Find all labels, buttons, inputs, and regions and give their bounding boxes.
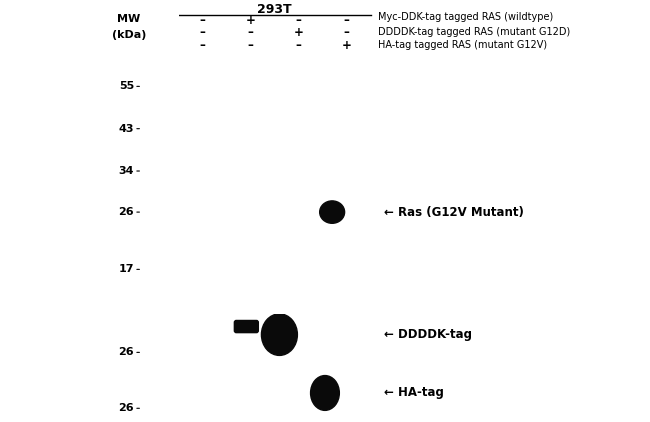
Text: 55: 55 (119, 81, 134, 91)
Text: –: – (200, 14, 205, 27)
Text: 26: 26 (118, 347, 134, 357)
Text: Myc-DDK-tag tagged RAS (wildtype): Myc-DDK-tag tagged RAS (wildtype) (378, 12, 553, 22)
Text: –: – (344, 14, 350, 27)
Text: ← DDDDK-tag: ← DDDDK-tag (385, 328, 473, 341)
Text: –: – (296, 39, 302, 52)
Text: –: – (296, 14, 302, 27)
Text: –: – (248, 39, 254, 52)
Text: –: – (248, 26, 254, 39)
Text: MW: MW (117, 14, 140, 24)
FancyBboxPatch shape (235, 320, 258, 333)
Ellipse shape (320, 201, 345, 223)
Text: –: – (200, 26, 205, 39)
Text: 43: 43 (118, 124, 134, 134)
Text: ← Ras (G12V Mutant): ← Ras (G12V Mutant) (385, 206, 525, 219)
Text: (kDa): (kDa) (112, 30, 146, 41)
Text: 17: 17 (118, 264, 134, 274)
Text: DDDDK-tag tagged RAS (mutant G12D): DDDDK-tag tagged RAS (mutant G12D) (378, 27, 570, 37)
Text: –: – (200, 39, 205, 52)
Text: –: – (344, 26, 350, 39)
Text: ← HA-tag: ← HA-tag (385, 387, 445, 400)
Text: HA-tag tagged RAS (mutant G12V): HA-tag tagged RAS (mutant G12V) (378, 41, 547, 50)
Ellipse shape (261, 314, 298, 355)
Text: +: + (342, 39, 352, 52)
Text: 293T: 293T (257, 3, 292, 16)
Text: 26: 26 (118, 403, 134, 413)
Text: 26: 26 (118, 207, 134, 217)
Text: 34: 34 (118, 166, 134, 176)
Ellipse shape (311, 376, 339, 410)
Text: +: + (294, 26, 304, 39)
Text: +: + (246, 14, 255, 27)
